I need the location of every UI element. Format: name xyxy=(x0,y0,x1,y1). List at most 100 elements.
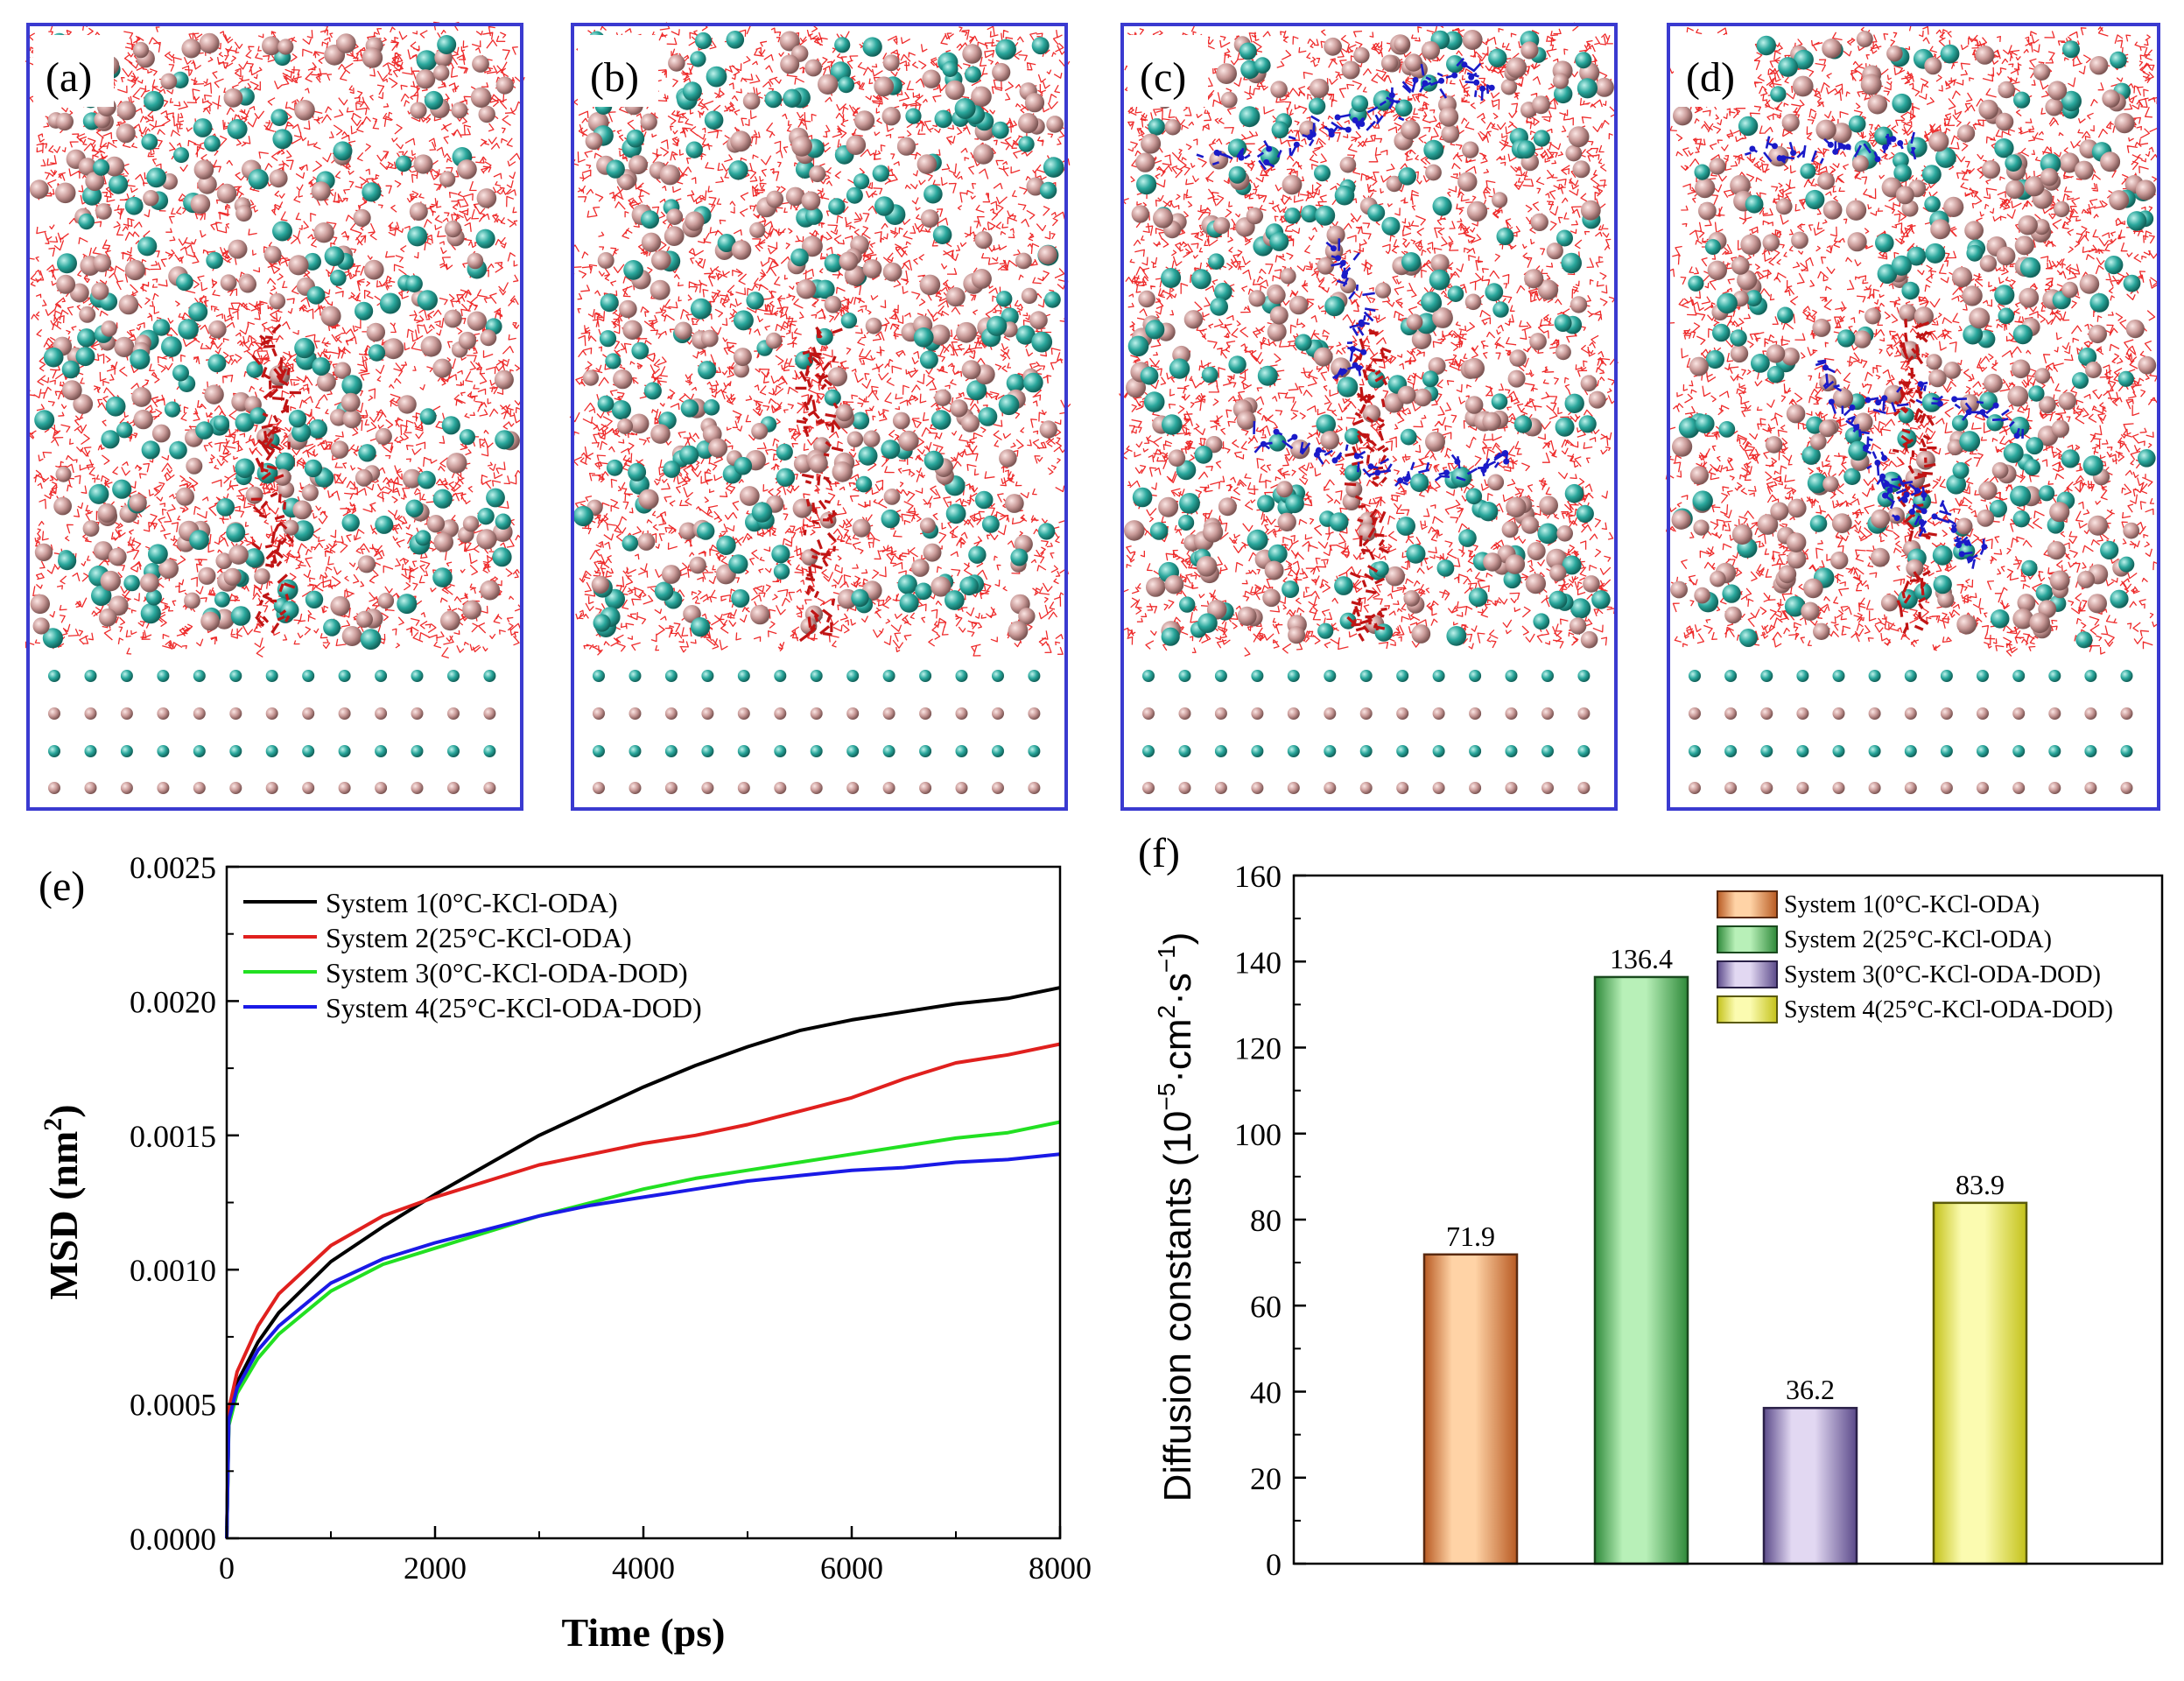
chloride-ion xyxy=(1464,396,1484,414)
potassium-ion xyxy=(1031,331,1053,353)
potassium-ion xyxy=(840,312,858,329)
potassium-ion xyxy=(1314,165,1331,182)
potassium-ion xyxy=(323,618,341,637)
potassium-ion xyxy=(1722,584,1741,603)
lattice-cl-ion xyxy=(1832,707,1845,720)
chloride-ion xyxy=(2088,515,2109,536)
chloride-ion xyxy=(1867,94,1888,115)
potassium-ion xyxy=(1848,440,1868,461)
lattice-cl-ion xyxy=(2048,707,2061,720)
potassium-ion xyxy=(230,606,251,626)
potassium-ion xyxy=(188,302,208,322)
lattice-cl-ion xyxy=(992,707,1004,720)
potassium-ion xyxy=(1784,595,1806,617)
lattice-k-ion xyxy=(483,745,496,757)
potassium-ion xyxy=(1570,598,1591,619)
potassium-ion xyxy=(1239,42,1257,60)
potassium-ion xyxy=(2005,154,2022,172)
potassium-ion xyxy=(405,275,423,293)
potassium-ion xyxy=(270,109,289,126)
chloride-ion xyxy=(1374,282,1392,299)
chloride-ion xyxy=(801,549,818,566)
diffusion-legend-swatch-4 xyxy=(1717,995,1778,1023)
chloride-ion xyxy=(956,321,977,343)
chloride-ion xyxy=(934,389,952,406)
chloride-ion xyxy=(640,113,657,130)
chloride-ion xyxy=(733,348,752,367)
lattice-cl-ion xyxy=(664,782,678,794)
potassium-ion xyxy=(2009,416,2030,437)
chloride-ion xyxy=(1740,234,1761,256)
potassium-ion xyxy=(1271,121,1289,139)
chloride-ion xyxy=(216,183,237,204)
chloride-ion xyxy=(1731,524,1752,545)
potassium-ion xyxy=(1577,78,1598,99)
lattice-cl-ion xyxy=(846,707,860,720)
chloride-ion xyxy=(116,123,136,144)
potassium-ion xyxy=(643,382,662,400)
chloride-ion xyxy=(1403,590,1420,607)
chloride-ion xyxy=(1483,552,1502,572)
chloride-ion xyxy=(1860,74,1882,95)
lattice-cl-ion xyxy=(1324,782,1337,794)
chloride-ion xyxy=(1947,439,1963,456)
potassium-ion xyxy=(1809,515,1828,532)
chloride-ion xyxy=(462,516,480,532)
chloride-ion xyxy=(1309,78,1330,99)
potassium-ion xyxy=(288,410,307,428)
chloride-ion xyxy=(1822,475,1839,493)
chloride-ion xyxy=(1277,512,1296,531)
potassium-ion xyxy=(189,530,209,551)
chloride-ion xyxy=(329,409,348,426)
chloride-ion xyxy=(1462,141,1479,158)
potassium-ion xyxy=(2026,437,2044,455)
chloride-ion xyxy=(1289,295,1309,315)
potassium-ion xyxy=(1695,414,1715,433)
lattice-cl-ion xyxy=(1142,782,1155,794)
potassium-ion xyxy=(2028,385,2045,402)
potassium-ion xyxy=(858,446,878,466)
chloride-ion xyxy=(1809,433,1827,451)
chloride-ion xyxy=(1153,207,1174,229)
potassium-ion xyxy=(872,165,889,182)
chloride-ion xyxy=(619,299,637,319)
potassium-ion xyxy=(419,408,437,426)
potassium-ion xyxy=(881,440,901,460)
potassium-ion xyxy=(987,315,1008,336)
chloride-ion xyxy=(617,418,634,434)
potassium-ion xyxy=(1458,529,1477,547)
potassium-ion xyxy=(996,291,1013,307)
chloride-ion xyxy=(363,259,384,280)
lattice-cl-ion xyxy=(1359,782,1373,794)
potassium-ion xyxy=(1179,596,1196,613)
lattice-cl-ion xyxy=(229,707,242,720)
potassium-ion xyxy=(1317,622,1334,639)
potassium-ion xyxy=(2072,372,2089,390)
chloride-ion xyxy=(2088,324,2107,344)
lattice-cl-ion xyxy=(1541,782,1554,794)
chloride-ion xyxy=(1694,587,1710,604)
potassium-ion xyxy=(1959,431,1981,452)
potassium-ion xyxy=(78,213,95,230)
chloride-ion xyxy=(2039,396,2056,414)
chloride-ion xyxy=(151,424,171,443)
lattice-k-ion xyxy=(483,670,496,682)
lattice-cl-ion xyxy=(1028,707,1041,720)
chloride-ion xyxy=(1899,304,1917,322)
chloride-ion xyxy=(1853,330,1871,348)
chloride-ion xyxy=(294,100,315,121)
potassium-ion xyxy=(1446,54,1464,74)
potassium-ion xyxy=(1705,349,1724,369)
potassium-ion xyxy=(2123,274,2141,292)
lattice-k-ion xyxy=(1287,745,1300,757)
potassium-ion xyxy=(919,350,938,369)
lattice-cl-ion xyxy=(157,707,170,720)
potassium-ion xyxy=(161,336,182,357)
potassium-ion xyxy=(275,452,295,473)
lattice-k-ion xyxy=(701,745,714,757)
chloride-ion xyxy=(2054,200,2070,218)
potassium-ion xyxy=(626,129,645,148)
chloride-ion xyxy=(1158,496,1179,517)
lattice-cl-ion xyxy=(919,782,932,794)
dod-collector-chain xyxy=(1745,131,1917,165)
